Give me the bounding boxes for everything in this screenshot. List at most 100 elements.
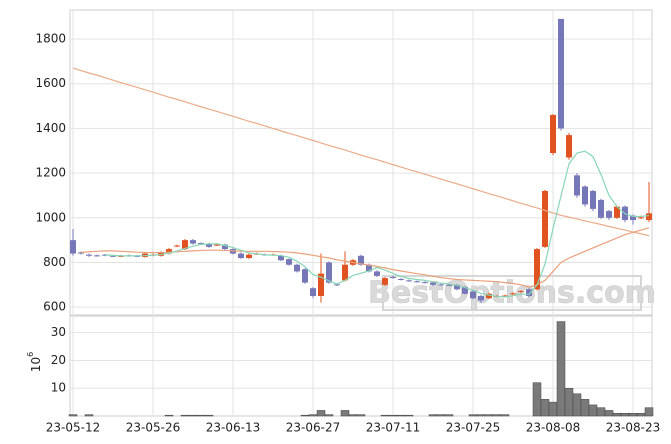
x-tick-label: 23-06-13 [206, 421, 260, 435]
volume-unit-exponent: 6 [26, 352, 35, 357]
x-tick-label: 23-08-08 [526, 421, 580, 435]
y-tick-label: 1400 [35, 121, 66, 135]
candle-body [198, 243, 204, 245]
volume-bar [348, 414, 358, 417]
candle-body [542, 190, 548, 247]
volume-bar [604, 410, 614, 417]
volume-bar [180, 414, 190, 417]
candle-body [78, 252, 84, 254]
volume-bar [564, 387, 574, 417]
candle-body [374, 271, 380, 276]
candle-body [558, 18, 564, 129]
volume-bar [532, 382, 542, 417]
volume-bar [164, 414, 174, 417]
candle-body [614, 206, 620, 218]
candle-body [86, 254, 92, 256]
candle-body [206, 243, 212, 247]
volume-bar [316, 410, 326, 417]
volume-bar [580, 399, 590, 417]
candle-body [582, 186, 588, 205]
candle-body [630, 215, 636, 221]
volume-bar [620, 412, 630, 417]
x-tick-label: 23-05-12 [46, 421, 100, 435]
candle-body [462, 287, 468, 294]
y-tick-label: 800 [43, 255, 66, 269]
x-tick-label: 23-07-25 [446, 421, 500, 435]
volume-bar [556, 321, 566, 417]
volume-bar [636, 412, 646, 417]
watermark: BestOptions.com [368, 276, 656, 311]
candle-body [286, 259, 292, 265]
candle-body [222, 244, 228, 250]
y-tick-label: 600 [43, 300, 66, 314]
volume-bar [444, 414, 454, 417]
volume-bar [68, 414, 78, 417]
candle-body [174, 245, 180, 247]
candle-body [590, 190, 596, 209]
candle-body [550, 115, 556, 154]
y-tick-label: 1800 [35, 32, 66, 46]
candle-body [358, 255, 364, 265]
candle-body [238, 253, 244, 259]
candle-body [166, 249, 172, 254]
y-tick-label: 1600 [35, 76, 66, 90]
candle-body [438, 284, 444, 286]
candle-body [470, 291, 476, 299]
watermark-box [382, 275, 642, 311]
candle-body [190, 240, 196, 244]
volume-unit: 106 [26, 352, 43, 372]
candle-body [606, 211, 612, 218]
x-tick-label: 23-05-26 [126, 421, 180, 435]
candle-body [646, 213, 652, 221]
volume-bar [188, 414, 198, 417]
volume-bar [468, 414, 478, 417]
volume-bar [300, 414, 310, 417]
y-tick-label: 1000 [35, 210, 66, 224]
volume-bar [388, 414, 398, 417]
candle-body [310, 288, 316, 297]
candle-body [422, 282, 428, 284]
candle-body [510, 293, 516, 295]
volume-bar [596, 407, 606, 417]
candle-body [318, 273, 324, 297]
candle-body [518, 291, 524, 293]
volume-tick-label: 30 [51, 325, 66, 339]
volume-bar [612, 412, 622, 417]
candle-body [382, 278, 388, 285]
candle-body [574, 175, 580, 196]
grid [70, 10, 652, 416]
volume-bar [476, 414, 486, 417]
candle-body [566, 135, 572, 158]
candle-body [414, 281, 420, 283]
candle-body [638, 217, 644, 219]
candle-body [278, 255, 284, 261]
moving-average-line [72, 67, 650, 237]
candle-body [486, 293, 492, 299]
volume-bar [356, 414, 366, 417]
candle-body [294, 264, 300, 272]
volume-bar [492, 414, 502, 417]
candle-body [390, 277, 396, 279]
candle-body [406, 280, 412, 282]
candle-body [534, 249, 540, 290]
volume-bar [204, 414, 214, 417]
volume-bar [572, 393, 582, 417]
candle-body [478, 296, 484, 301]
volume-bar [436, 414, 446, 417]
volume-bar [588, 404, 598, 417]
candle-body [342, 264, 348, 281]
volume-bar [340, 410, 350, 417]
x-tick-label: 23-08-23 [606, 421, 660, 435]
volume-bar [404, 414, 414, 417]
candle-body [326, 262, 332, 283]
candle-body [214, 244, 220, 246]
volume-bar [396, 414, 406, 417]
candle-body [94, 255, 100, 257]
volume-tick-label: 20 [51, 353, 66, 367]
volume-bar [428, 414, 438, 417]
x-tick-label: 23-07-11 [366, 421, 420, 435]
volume-unit-base: 10 [29, 357, 43, 372]
candle-body [182, 240, 188, 250]
candle-body [70, 240, 76, 254]
